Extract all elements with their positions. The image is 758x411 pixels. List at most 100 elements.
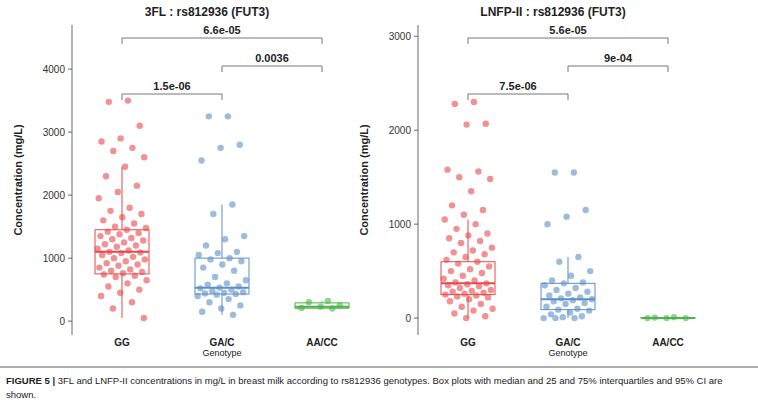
point <box>580 279 586 285</box>
point <box>202 290 208 296</box>
point <box>442 216 448 222</box>
y-tick <box>68 321 72 322</box>
point <box>556 259 562 265</box>
point <box>106 99 112 105</box>
point <box>488 287 494 293</box>
point <box>125 247 131 253</box>
point <box>203 242 209 248</box>
point <box>115 189 121 195</box>
point <box>479 270 485 276</box>
p-value: 7.5e-06 <box>499 80 536 92</box>
point <box>562 301 568 307</box>
point <box>237 302 243 308</box>
point <box>484 230 490 236</box>
point <box>317 303 323 309</box>
point <box>565 290 571 296</box>
point <box>132 273 138 279</box>
point <box>111 255 117 261</box>
point <box>549 277 555 283</box>
x-tick-label: AA/CC <box>652 337 684 348</box>
point <box>241 233 247 239</box>
point <box>483 120 489 126</box>
point <box>552 169 558 175</box>
point <box>337 302 343 308</box>
point <box>571 315 577 321</box>
p-value: 9e-04 <box>604 52 633 64</box>
point <box>137 123 143 129</box>
point <box>449 289 455 295</box>
point <box>579 313 585 319</box>
point <box>466 296 472 302</box>
point <box>469 288 475 294</box>
y-tick <box>414 36 418 37</box>
point <box>215 250 221 256</box>
x-tick-label: AA/CC <box>306 337 338 348</box>
y-tick <box>68 132 72 133</box>
y-tick-label: 3000 <box>43 127 66 138</box>
point <box>218 305 224 311</box>
point <box>543 304 549 310</box>
point <box>329 305 335 311</box>
point <box>112 274 118 280</box>
point <box>563 213 569 219</box>
point <box>560 314 566 320</box>
point <box>442 291 448 297</box>
point <box>143 277 149 283</box>
point <box>467 266 473 272</box>
y-tick <box>414 130 418 131</box>
x-axis-label: Genotype <box>548 348 587 358</box>
x-tick-label: GG <box>460 337 476 348</box>
point <box>225 113 231 119</box>
point <box>472 221 478 227</box>
point <box>231 268 237 274</box>
point <box>463 315 469 321</box>
point <box>237 142 243 148</box>
p-value: 5.6e-05 <box>549 24 586 36</box>
point <box>136 286 142 292</box>
point <box>485 294 491 300</box>
point <box>205 281 211 287</box>
point <box>482 313 488 319</box>
point <box>445 282 451 288</box>
box <box>95 230 149 274</box>
point <box>473 292 479 298</box>
comparison-bracket <box>122 38 322 44</box>
point <box>137 249 143 255</box>
point <box>197 285 203 291</box>
point <box>106 249 112 255</box>
comparison-bracket <box>568 66 668 72</box>
point <box>586 307 592 313</box>
x-axis-label: Genotype <box>202 348 241 358</box>
point <box>142 256 148 262</box>
y-tick-label: 2000 <box>389 125 412 136</box>
figure: 3FL : rs812936 (FUT3)01000200030004000Co… <box>0 0 758 411</box>
y-tick-label: 0 <box>405 313 411 324</box>
y-tick-label: 1000 <box>389 219 412 230</box>
point <box>101 271 107 277</box>
point <box>487 176 493 182</box>
point <box>117 290 123 296</box>
point <box>96 195 102 201</box>
point <box>98 138 104 144</box>
y-tick-label: 0 <box>59 316 65 327</box>
point <box>196 252 202 258</box>
point <box>461 290 467 296</box>
point <box>200 264 206 270</box>
point <box>121 239 127 245</box>
point <box>463 121 469 127</box>
point <box>139 269 145 275</box>
y-tick <box>68 195 72 196</box>
point <box>683 315 689 321</box>
point <box>447 298 453 304</box>
point <box>130 254 136 260</box>
comparison-bracket <box>468 94 568 100</box>
point <box>446 235 452 241</box>
y-tick <box>68 69 72 70</box>
whisker-low <box>222 294 223 315</box>
point <box>325 298 331 304</box>
y-tick <box>414 224 418 225</box>
point <box>216 285 222 291</box>
point <box>221 290 227 296</box>
point <box>134 261 140 267</box>
point <box>105 283 111 289</box>
